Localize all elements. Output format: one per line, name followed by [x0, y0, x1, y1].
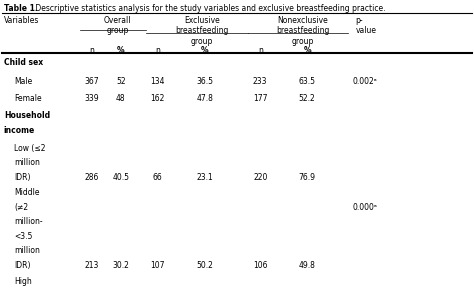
Text: 50.2: 50.2 [196, 261, 213, 270]
Text: 107: 107 [151, 261, 165, 270]
Text: 52: 52 [116, 77, 126, 86]
Text: 220: 220 [253, 173, 267, 181]
Text: 48: 48 [116, 94, 126, 103]
Text: million-: million- [14, 217, 43, 226]
Text: 47.8: 47.8 [196, 94, 213, 103]
Text: %: % [117, 46, 125, 55]
Text: 49.8: 49.8 [299, 261, 316, 270]
Text: 162: 162 [151, 94, 165, 103]
Text: %: % [303, 46, 311, 55]
Text: 213: 213 [84, 261, 99, 270]
Text: n: n [258, 46, 263, 55]
Text: Overall
group: Overall group [104, 16, 131, 35]
Text: Male: Male [14, 77, 33, 86]
Text: p-
value: p- value [356, 16, 376, 35]
Text: 30.2: 30.2 [112, 261, 129, 270]
Text: income: income [4, 126, 35, 135]
Text: n: n [89, 46, 94, 55]
Text: Middle: Middle [14, 188, 40, 197]
Text: 233: 233 [253, 77, 267, 86]
Text: n: n [155, 46, 160, 55]
Text: 76.9: 76.9 [299, 173, 316, 181]
Text: 367: 367 [84, 77, 99, 86]
Text: Child sex: Child sex [4, 58, 43, 67]
Text: Household: Household [4, 111, 50, 120]
Text: 0.002ᵃ: 0.002ᵃ [353, 77, 377, 86]
Text: 66: 66 [153, 173, 163, 181]
Text: High: High [14, 277, 32, 286]
Text: Low (≤2: Low (≤2 [14, 144, 46, 153]
Text: IDR): IDR) [14, 173, 31, 181]
Text: 36.5: 36.5 [196, 77, 213, 86]
Text: Nonexclusive
breastfeeding
group: Nonexclusive breastfeeding group [276, 16, 330, 46]
Text: Female: Female [14, 94, 42, 103]
Text: 106: 106 [253, 261, 267, 270]
Text: Exclusive
breastfeeding
group: Exclusive breastfeeding group [175, 16, 228, 46]
Text: million: million [14, 246, 40, 255]
Text: 40.5: 40.5 [112, 173, 129, 181]
Text: (≠2: (≠2 [14, 203, 28, 212]
Text: IDR): IDR) [14, 261, 31, 270]
Text: %: % [201, 46, 209, 55]
Text: 63.5: 63.5 [299, 77, 316, 86]
Text: 286: 286 [84, 173, 99, 181]
Text: 52.2: 52.2 [299, 94, 316, 103]
Text: Variables: Variables [4, 16, 39, 25]
Text: <3.5: <3.5 [14, 232, 33, 241]
Text: 23.1: 23.1 [196, 173, 213, 181]
Text: 177: 177 [253, 94, 267, 103]
Text: 0.000ᵃ: 0.000ᵃ [353, 203, 377, 212]
Text: Descriptive statistics analysis for the study variables and exclusive breastfeed: Descriptive statistics analysis for the … [33, 4, 386, 13]
Text: million: million [14, 158, 40, 167]
Text: 134: 134 [151, 77, 165, 86]
Text: Table 1.: Table 1. [4, 4, 37, 13]
Text: 339: 339 [84, 94, 99, 103]
